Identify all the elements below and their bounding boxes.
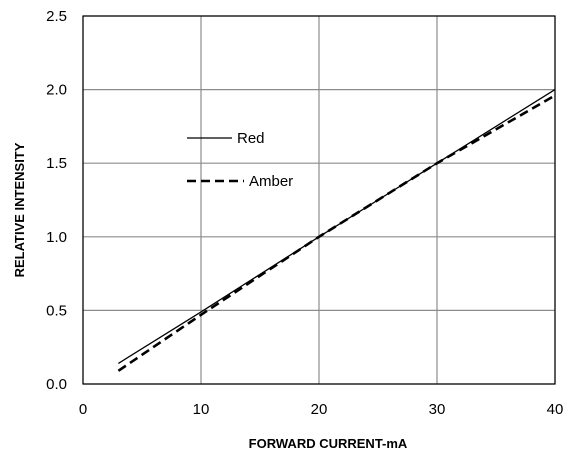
y-tick-label: 2.5 <box>46 8 67 25</box>
legend-label-red: Red <box>237 130 265 147</box>
legend: Red Amber <box>187 130 293 190</box>
x-tick-label: 0 <box>79 401 87 418</box>
y-tick-label: 0.0 <box>46 376 67 393</box>
x-tick-label: 40 <box>547 401 564 418</box>
y-axis-title: RELATIVE INTENSITY <box>12 142 27 277</box>
y-tick-label: 2.0 <box>46 82 67 99</box>
tick-labels: 0 10 20 30 40 0.0 0.5 1.0 1.5 2.0 2.5 <box>46 8 563 418</box>
series-line-amber <box>117 94 556 372</box>
x-tick-label: 10 <box>193 401 210 418</box>
x-tick-label: 30 <box>429 401 446 418</box>
plot-area-frame <box>82 15 556 385</box>
series-lines <box>117 89 556 372</box>
y-tick-label: 1.5 <box>46 155 67 172</box>
x-tick-label: 20 <box>311 401 328 418</box>
y-tick-label: 0.5 <box>46 302 67 319</box>
x-axis-title: FORWARD CURRENT-mA <box>249 436 408 451</box>
series-line-red <box>118 89 556 364</box>
y-tick-label: 1.0 <box>46 229 67 246</box>
grid <box>82 15 556 385</box>
legend-label-amber: Amber <box>249 173 293 190</box>
